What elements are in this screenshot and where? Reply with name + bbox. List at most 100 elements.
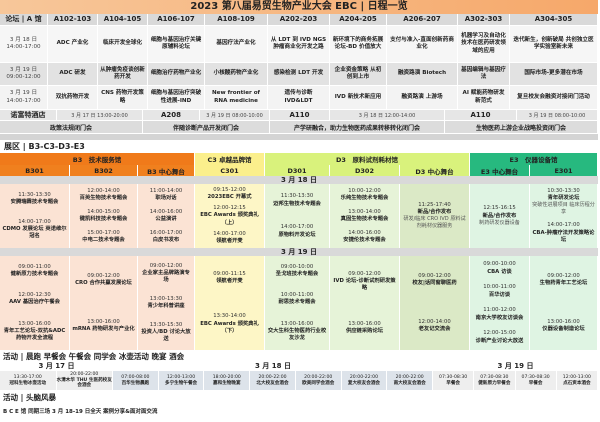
forum-session: 细胞治疗药物产业化 xyxy=(148,63,205,86)
forum-session: 临床开发全球化 xyxy=(98,26,148,63)
divider xyxy=(0,134,598,140)
forum-session: 国际市场-更多潜在市场 xyxy=(510,63,598,86)
stage-column: 09:00-12:00 校友|话同窗聊医药 12:00-14:00 老友记交流会 xyxy=(400,256,470,350)
day-sessions: 11:30-13:30 安腾瑞霖技术专题会 14:00-17:00 CDMO 发展论坛… xyxy=(0,184,598,248)
session: 10:00-11:00 百华访谈 xyxy=(483,284,515,298)
activity-item: 07:00-08:00 百华生物晨跑 xyxy=(113,371,159,390)
session: 13:30-15:30 投资人/BD 讨论大放送 xyxy=(140,322,192,343)
activity-name: 百华生物晨跑 xyxy=(121,380,150,386)
room-header: A108-109 xyxy=(205,14,268,26)
session-title: 青年工艺论坛-双抗&ADC 药物开发全流程 xyxy=(3,327,66,341)
session-title: 职场对话 xyxy=(155,195,177,202)
session-time: 12:15-16:15 xyxy=(483,205,516,212)
session-time: 13:00-16:00 xyxy=(547,318,580,325)
session: 09:00-12:00 校友|话同窗聊医药 xyxy=(412,273,456,287)
session: 09:00-12:00 生物药青年工艺论坛 xyxy=(540,273,588,287)
stage-column: 10:30-13:30 青年研发论坛 突破性进展项目 临床历程分享 14:00-17:… xyxy=(530,184,598,248)
room-header: A202-203 xyxy=(268,14,330,26)
activity-item: 07:30-08:30 早餐会 xyxy=(516,371,557,390)
session-title: 白皮书发布 xyxy=(152,236,180,243)
session: 13:00-16:00 mRNA 药物研发与产业化 xyxy=(72,319,134,333)
activity-day: 3 月 18 日 07:00-08:00 百华生物晨跑 12:00-13:00 多宁生物… xyxy=(113,362,434,390)
session-title: 投资人/BD 讨论大放送 xyxy=(141,328,191,343)
session-time: 09:00-12:00 xyxy=(87,272,120,279)
activity-item: 13:30-17:00 冠科生物冰壶活动 xyxy=(0,371,57,390)
session-time: 13:00-16:00 xyxy=(87,318,120,325)
session: 14:00-16:00 安捷伦技术专题会 xyxy=(343,230,385,244)
session-title: 中电二技术专题会 xyxy=(82,236,125,243)
activity-time: 13:30-17:00 xyxy=(13,374,42,380)
session-time: 14:00-17:00 xyxy=(547,222,580,229)
session: 11:00-14:00 职场对话 xyxy=(150,188,182,202)
activity-time: 20:00-22:00 xyxy=(258,374,287,380)
session: 09:00-12:00 企业家主品牌路演专场 xyxy=(140,263,192,284)
hall-header: D3 原料试剂耗材馆 xyxy=(265,153,470,165)
session-title: 青年研发论坛 xyxy=(547,195,580,202)
session-time: 13:00-16:00 xyxy=(348,320,381,327)
session-time: 10:30-13:30 xyxy=(547,188,580,195)
brainstorm-label: 活动 | 头脑风暴 xyxy=(3,393,56,402)
session: 10:00-12:00 乐纯生物技术专题会 xyxy=(341,188,389,202)
session-date: 3 月 19 日 09:00-12:00 xyxy=(0,63,48,86)
activity-name: 北大校友会酒会 xyxy=(256,380,289,386)
session-time: 14:00-16:00 xyxy=(348,229,381,236)
session: 14:00-17:00 领航者开麦 xyxy=(213,231,245,245)
activity-name: 健新原力早餐会 xyxy=(478,380,511,386)
hall-header: B3 技术服务馆 xyxy=(0,153,195,165)
stage-column: 11:30-13:30 迈邦生物技术专题会 14:00-17:00 原物料开发论坛 xyxy=(265,184,330,248)
session: 11:25-17:40 新品/合作发布 研发/临床 CRO IVD 原料试剂耗材仪器… xyxy=(402,202,467,230)
closed-meeting-name: 政策法规闭门会 xyxy=(0,121,142,133)
activity-name: 嘉和生物晚宴 xyxy=(213,380,241,386)
day-bar: 3 月 19 日 xyxy=(0,248,598,256)
session-title: 公益演讲 xyxy=(155,215,177,222)
forum-session: 支付与准入-直面创新药商业化 xyxy=(387,26,458,63)
session: 12:00-14:00 百英生物技术专题会 xyxy=(80,188,128,202)
venue: A110 xyxy=(445,110,517,120)
closed-meeting-header: A110 3 月 19 日 08:00-10:00 xyxy=(445,110,597,121)
room-header: A106-107 xyxy=(148,14,205,26)
session-time: 09:15-12:00 xyxy=(213,187,246,193)
session-time: 12:00-12:15 xyxy=(213,205,246,212)
forum-session: 新环境下的商务拓展论坛-BD 价值放大 xyxy=(330,26,387,63)
session: 14:00-17:00 CBA-肿瘤疗法开发策略论坛 xyxy=(532,222,595,243)
session-time: 12:00-14:00 xyxy=(87,188,120,195)
forum-session: AI 赋能药物研发新范式 xyxy=(458,86,510,110)
session-title: 领航者开麦 xyxy=(216,237,243,244)
forum-session: 融资路演 Biotech xyxy=(387,63,458,86)
session: 16:00-17:00 白皮书发布 xyxy=(150,230,182,244)
stage-column: 09:00-11:00 健新原力技术专题会 12:00-12:30 AAV 基因治疗午… xyxy=(0,256,70,350)
date-text: 3 月 19 日 xyxy=(9,66,38,73)
hall-header: E3 仪器设备馆 xyxy=(470,153,598,165)
forum-session: CNS 药物开发策略 xyxy=(98,86,148,110)
session-title: 领航者开麦 xyxy=(216,278,243,285)
room-header: A206-207 xyxy=(387,14,458,26)
session: 09:00-11:15 领航者开麦 xyxy=(213,271,245,285)
session-time: 09:00-11:00 xyxy=(18,264,51,270)
closed-meeting: A110 3 月 19 日 08:00-10:00 生物医药上游企业战略投资闭门会 xyxy=(445,110,598,134)
session-title: mRNA 药物研发与产业化 xyxy=(72,326,135,332)
forum-session: IVD 新技术新应用 xyxy=(330,86,387,110)
time-text: 14:00-17:00 xyxy=(6,44,41,50)
session-time: 13:00-14:00 xyxy=(348,208,381,215)
activity-date: 3 月 19 日 xyxy=(497,362,534,370)
room-header: A102-103 xyxy=(48,14,98,26)
session-time: 16:00-17:00 xyxy=(149,229,183,236)
forum-session: 企业资金策略 从初创到上市 xyxy=(330,63,387,86)
time: 3 月 19 日 08:00-10:00 xyxy=(206,112,263,119)
room-header: A104-105 xyxy=(98,14,148,26)
session-time: 12:00-14:00 xyxy=(418,318,451,325)
room-header: A302-303 xyxy=(458,14,510,26)
session-title: CRO 合作共赢发展论坛 xyxy=(75,280,132,286)
session-title: 仪器设备制造论坛 xyxy=(542,326,585,332)
session: 10:00-11:00 耐思技术专题会 xyxy=(278,292,315,306)
session-time: 09:00-12:00 xyxy=(418,272,451,279)
session-title: 乐纯生物技术专题会 xyxy=(340,195,389,202)
session-title: 百英生物技术专题会 xyxy=(79,195,128,202)
session-time: 11:00-12:00 xyxy=(483,307,516,314)
stage-header: D302 xyxy=(330,165,400,176)
session-title: 键凯科技技术专题会 xyxy=(79,215,128,222)
session: 14:00-15:00 键凯科技技术专题会 xyxy=(80,209,128,223)
date-text: 3 月 18 日 xyxy=(9,36,38,43)
stage-header: B3 中心舞台 xyxy=(138,165,195,176)
venue: 诺富特酒店 xyxy=(0,110,57,120)
